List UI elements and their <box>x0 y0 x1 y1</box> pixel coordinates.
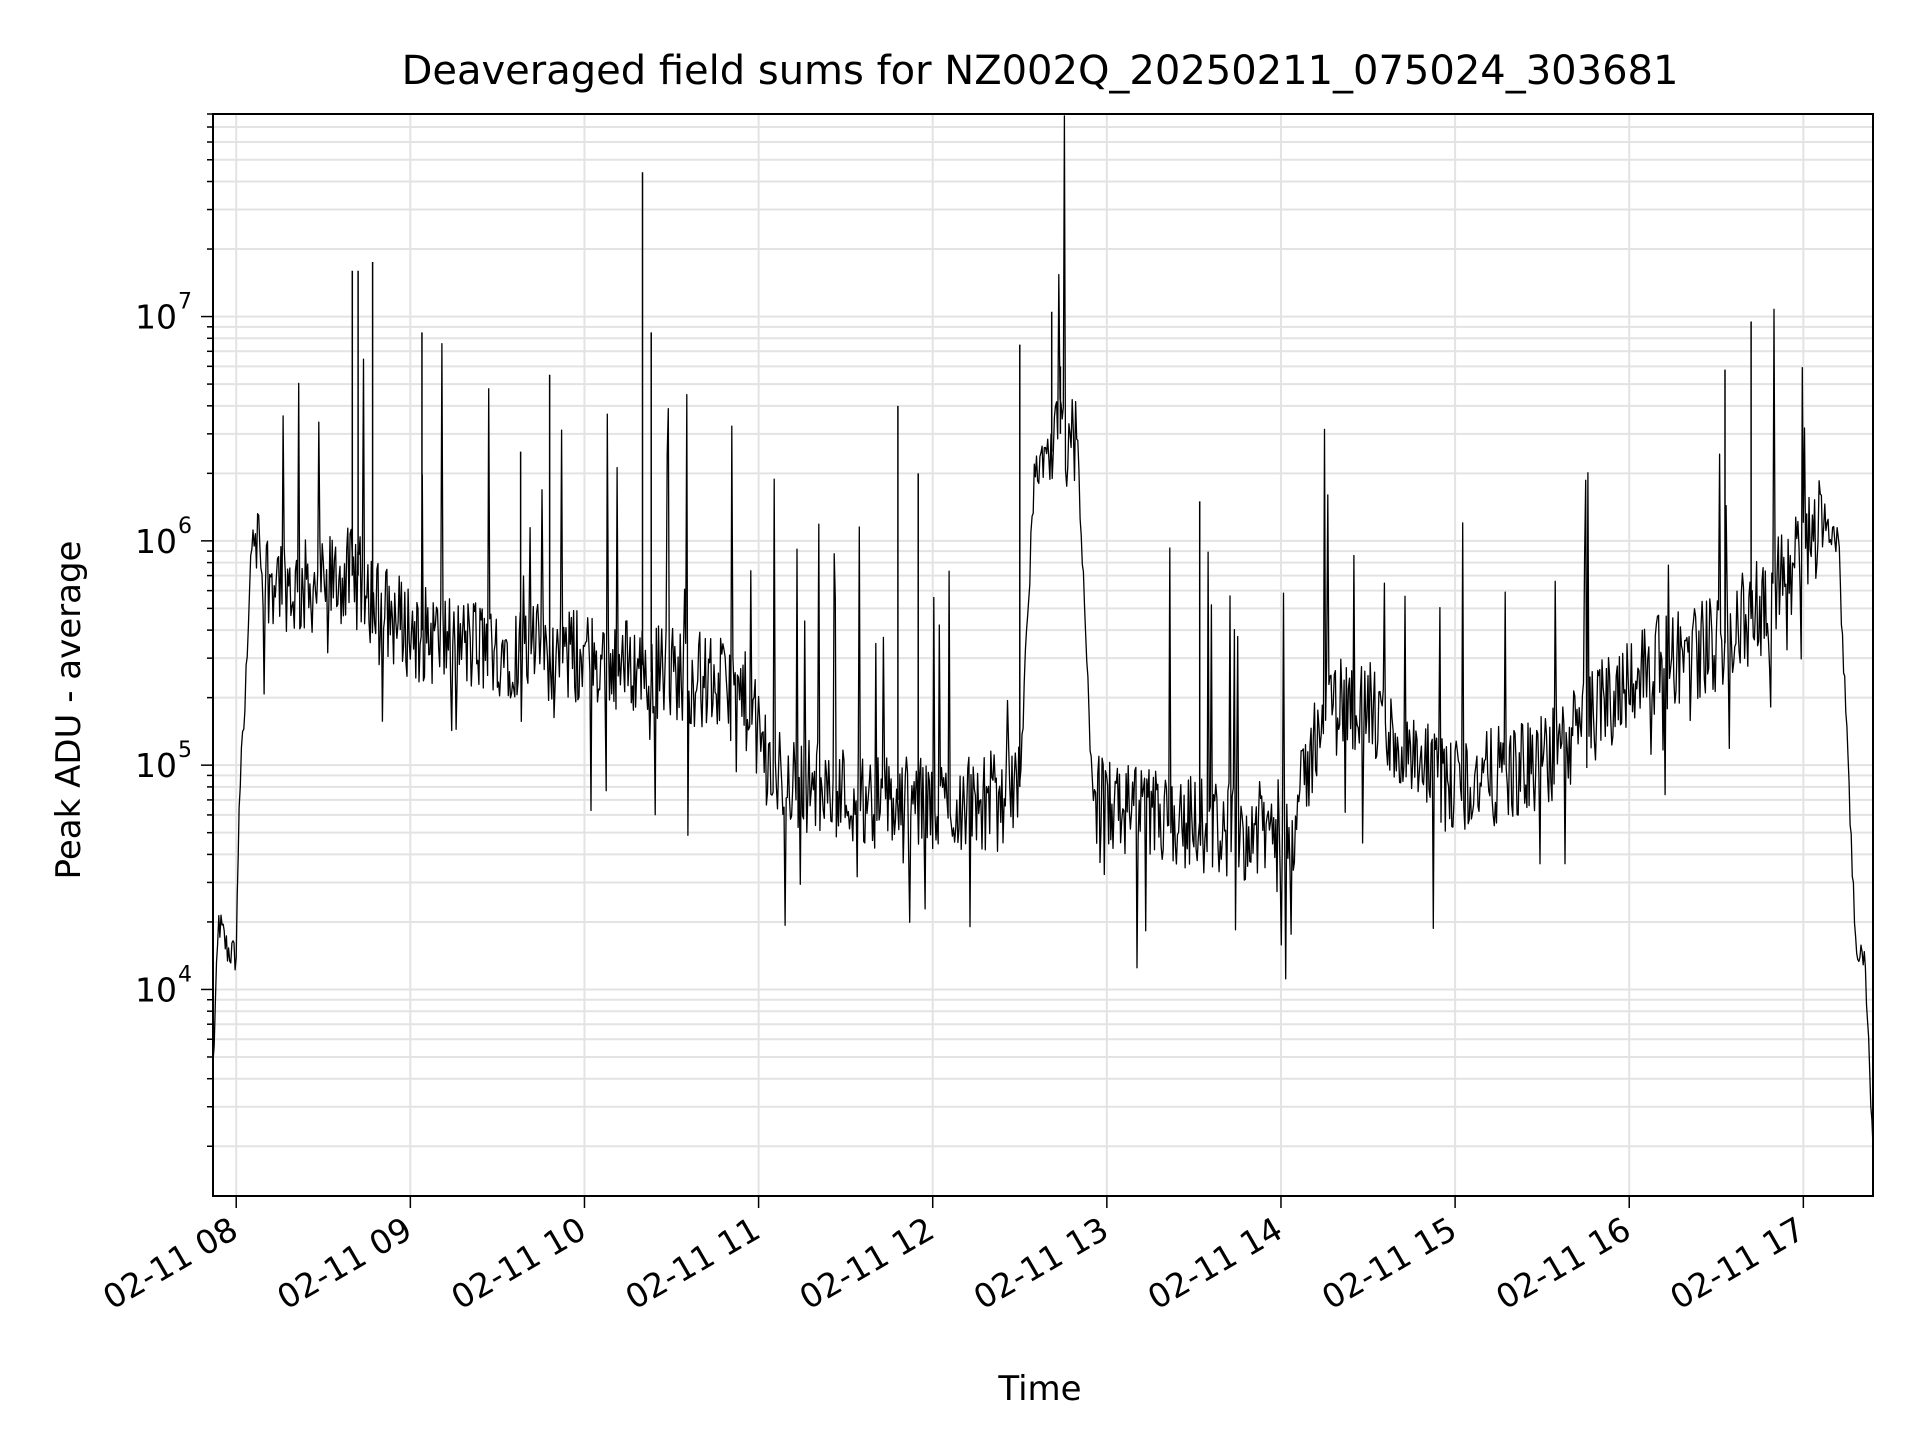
y-tick-exponent: 6 <box>178 514 192 539</box>
chart-title: Deaveraged field sums for NZ002Q_2025021… <box>402 48 1679 94</box>
x-axis-label: Time <box>997 1369 1081 1409</box>
y-tick-label: 10 <box>135 746 177 785</box>
y-tick-exponent: 5 <box>178 738 192 763</box>
y-tick-base: 10 <box>135 522 177 561</box>
y-tick-label: 10 <box>135 522 177 561</box>
y-tick-exponent: 4 <box>178 962 192 987</box>
y-tick-exponent: 7 <box>178 290 192 315</box>
y-tick-base: 10 <box>135 970 177 1009</box>
y-tick-base: 10 <box>135 746 177 785</box>
y-tick-base: 10 <box>135 298 177 337</box>
y-tick-label: 10 <box>135 970 177 1009</box>
y-axis-label: Peak ADU - average <box>49 541 89 880</box>
y-tick-label: 10 <box>135 298 177 337</box>
